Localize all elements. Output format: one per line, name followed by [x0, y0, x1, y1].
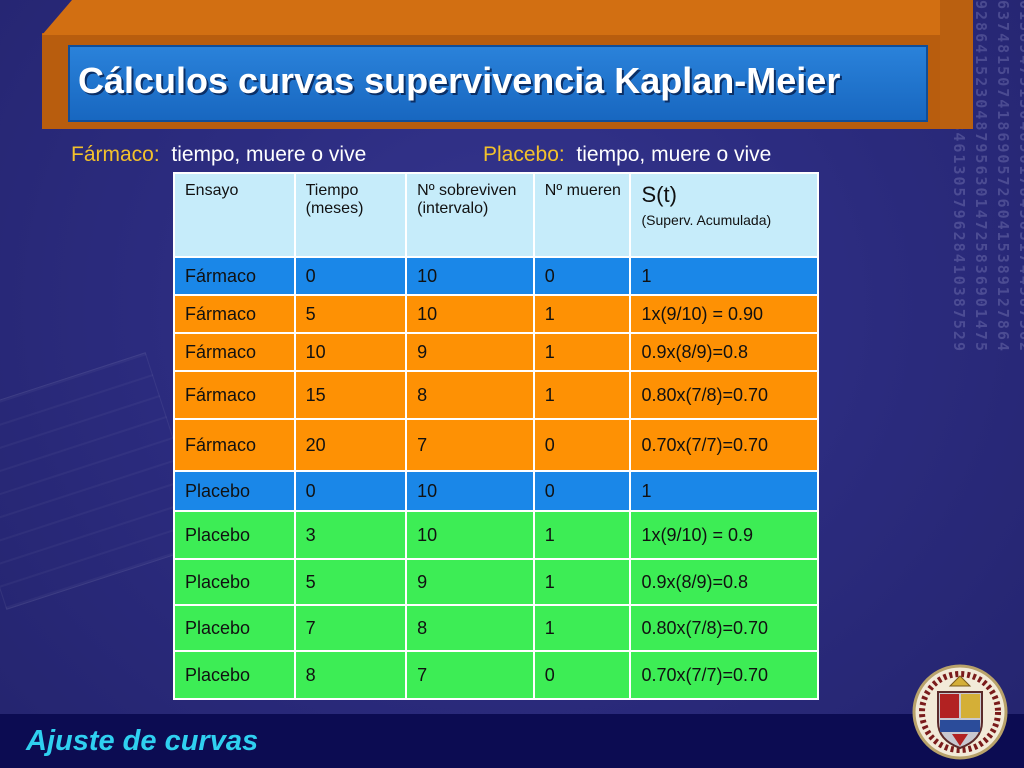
cell-mueren: 0 — [532, 650, 632, 700]
cell-mueren: 1 — [532, 510, 632, 560]
cell-ensayo: Fármaco — [173, 332, 296, 372]
cell-st: 1x(9/10) = 0.9 — [629, 510, 819, 560]
cell-ensayo: Placebo — [173, 604, 296, 652]
cell-st: 0.70x(7/7)=0.70 — [629, 418, 819, 472]
subtitle-placebo-label: Placebo: — [483, 143, 565, 166]
cell-ensayo: Fármaco — [173, 370, 296, 420]
subtitle-farmaco: Fármaco: tiempo, muere o vive — [71, 143, 366, 167]
cell-ensayo: Placebo — [173, 650, 296, 700]
cell-st: 0.70x(7/7)=0.70 — [629, 650, 819, 700]
cell-mueren: 0 — [532, 470, 632, 512]
table-row: Fármaco 20 7 0 0.70x(7/7)=0.70 — [173, 418, 819, 472]
cell-st: 0.80x(7/8)=0.70 — [629, 370, 819, 420]
cell-ensayo: Placebo — [173, 470, 296, 512]
table-row: Placebo 5 9 1 0.9x(8/9)=0.8 — [173, 558, 819, 606]
cell-tiempo: 5 — [293, 558, 408, 606]
subtitle-placebo: Placebo: tiempo, muere o vive — [483, 143, 771, 167]
cell-st: 0.80x(7/8)=0.70 — [629, 604, 819, 652]
subtitle-placebo-text: tiempo, muere o vive — [576, 143, 772, 166]
table-row: Fármaco 10 9 1 0.9x(8/9)=0.8 — [173, 332, 819, 372]
title-frame-top — [42, 0, 973, 35]
cell-tiempo: 8 — [293, 650, 408, 700]
cell-mueren: 0 — [532, 256, 632, 296]
cell-ensayo: Placebo — [173, 510, 296, 560]
cell-tiempo: 0 — [293, 470, 408, 512]
table-row: Fármaco 0 10 0 1 — [173, 256, 819, 296]
table-row: Fármaco 5 10 1 1x(9/10) = 0.90 — [173, 294, 819, 334]
cell-sobreviven: 10 — [405, 256, 535, 296]
table-header-row: Ensayo Tiempo (meses) Nº sobreviven (int… — [173, 172, 819, 258]
kaplan-meier-table: Ensayo Tiempo (meses) Nº sobreviven (int… — [173, 172, 819, 700]
header-st: S(t) (Superv. Acumulada) — [629, 172, 819, 258]
cell-sobreviven: 10 — [405, 470, 535, 512]
footer-bar — [0, 714, 1024, 768]
table-row: Placebo 3 10 1 1x(9/10) = 0.9 — [173, 510, 819, 560]
table-row: Fármaco 15 8 1 0.80x(7/8)=0.70 — [173, 370, 819, 420]
footer-title: Ajuste de curvas — [26, 725, 259, 757]
table-row: Placebo 7 8 1 0.80x(7/8)=0.70 — [173, 604, 819, 652]
cell-mueren: 1 — [532, 294, 632, 334]
header-ensayo: Ensayo — [173, 172, 296, 258]
header-mueren: Nº mueren — [532, 172, 632, 258]
cell-st: 1 — [629, 256, 819, 296]
cell-tiempo: 15 — [293, 370, 408, 420]
table-row: Placebo 0 10 0 1 — [173, 470, 819, 512]
title-box — [68, 45, 928, 122]
cell-mueren: 1 — [532, 558, 632, 606]
cell-mueren: 1 — [532, 332, 632, 372]
cell-tiempo: 5 — [293, 294, 408, 334]
subtitle-farmaco-text: tiempo, muere o vive — [171, 143, 367, 166]
cell-mueren: 1 — [532, 370, 632, 420]
cell-ensayo: Fármaco — [173, 294, 296, 334]
cell-sobreviven: 8 — [405, 370, 535, 420]
cell-tiempo: 10 — [293, 332, 408, 372]
cell-st: 0.9x(8/9)=0.8 — [629, 332, 819, 372]
cell-sobreviven: 10 — [405, 294, 535, 334]
table-row: Placebo 8 7 0 0.70x(7/7)=0.70 — [173, 650, 819, 700]
cell-mueren: 0 — [532, 418, 632, 472]
cell-sobreviven: 7 — [405, 650, 535, 700]
cell-st: 0.9x(8/9)=0.8 — [629, 558, 819, 606]
cell-sobreviven: 7 — [405, 418, 535, 472]
cell-tiempo: 3 — [293, 510, 408, 560]
header-sobreviven: Nº sobreviven (intervalo) — [405, 172, 535, 258]
cell-st: 1 — [629, 470, 819, 512]
subtitle-farmaco-label: Fármaco: — [71, 143, 160, 166]
cell-sobreviven: 9 — [405, 332, 535, 372]
header-st-note: (Superv. Acumulada) — [641, 212, 772, 228]
cell-sobreviven: 10 — [405, 510, 535, 560]
university-seal-icon — [912, 664, 1008, 760]
cell-sobreviven: 8 — [405, 604, 535, 652]
cell-tiempo: 7 — [293, 604, 408, 652]
cell-sobreviven: 9 — [405, 558, 535, 606]
slide-title: Cálculos curvas supervivencia Kaplan-Mei… — [78, 60, 841, 101]
cell-mueren: 1 — [532, 604, 632, 652]
header-st-label: S(t) — [641, 182, 677, 207]
title-frame-side — [940, 0, 973, 129]
cell-st: 1x(9/10) = 0.90 — [629, 294, 819, 334]
cell-ensayo: Placebo — [173, 558, 296, 606]
cell-tiempo: 20 — [293, 418, 408, 472]
cell-ensayo: Fármaco — [173, 418, 296, 472]
cell-tiempo: 0 — [293, 256, 408, 296]
header-tiempo: Tiempo (meses) — [293, 172, 408, 258]
cell-ensayo: Fármaco — [173, 256, 296, 296]
